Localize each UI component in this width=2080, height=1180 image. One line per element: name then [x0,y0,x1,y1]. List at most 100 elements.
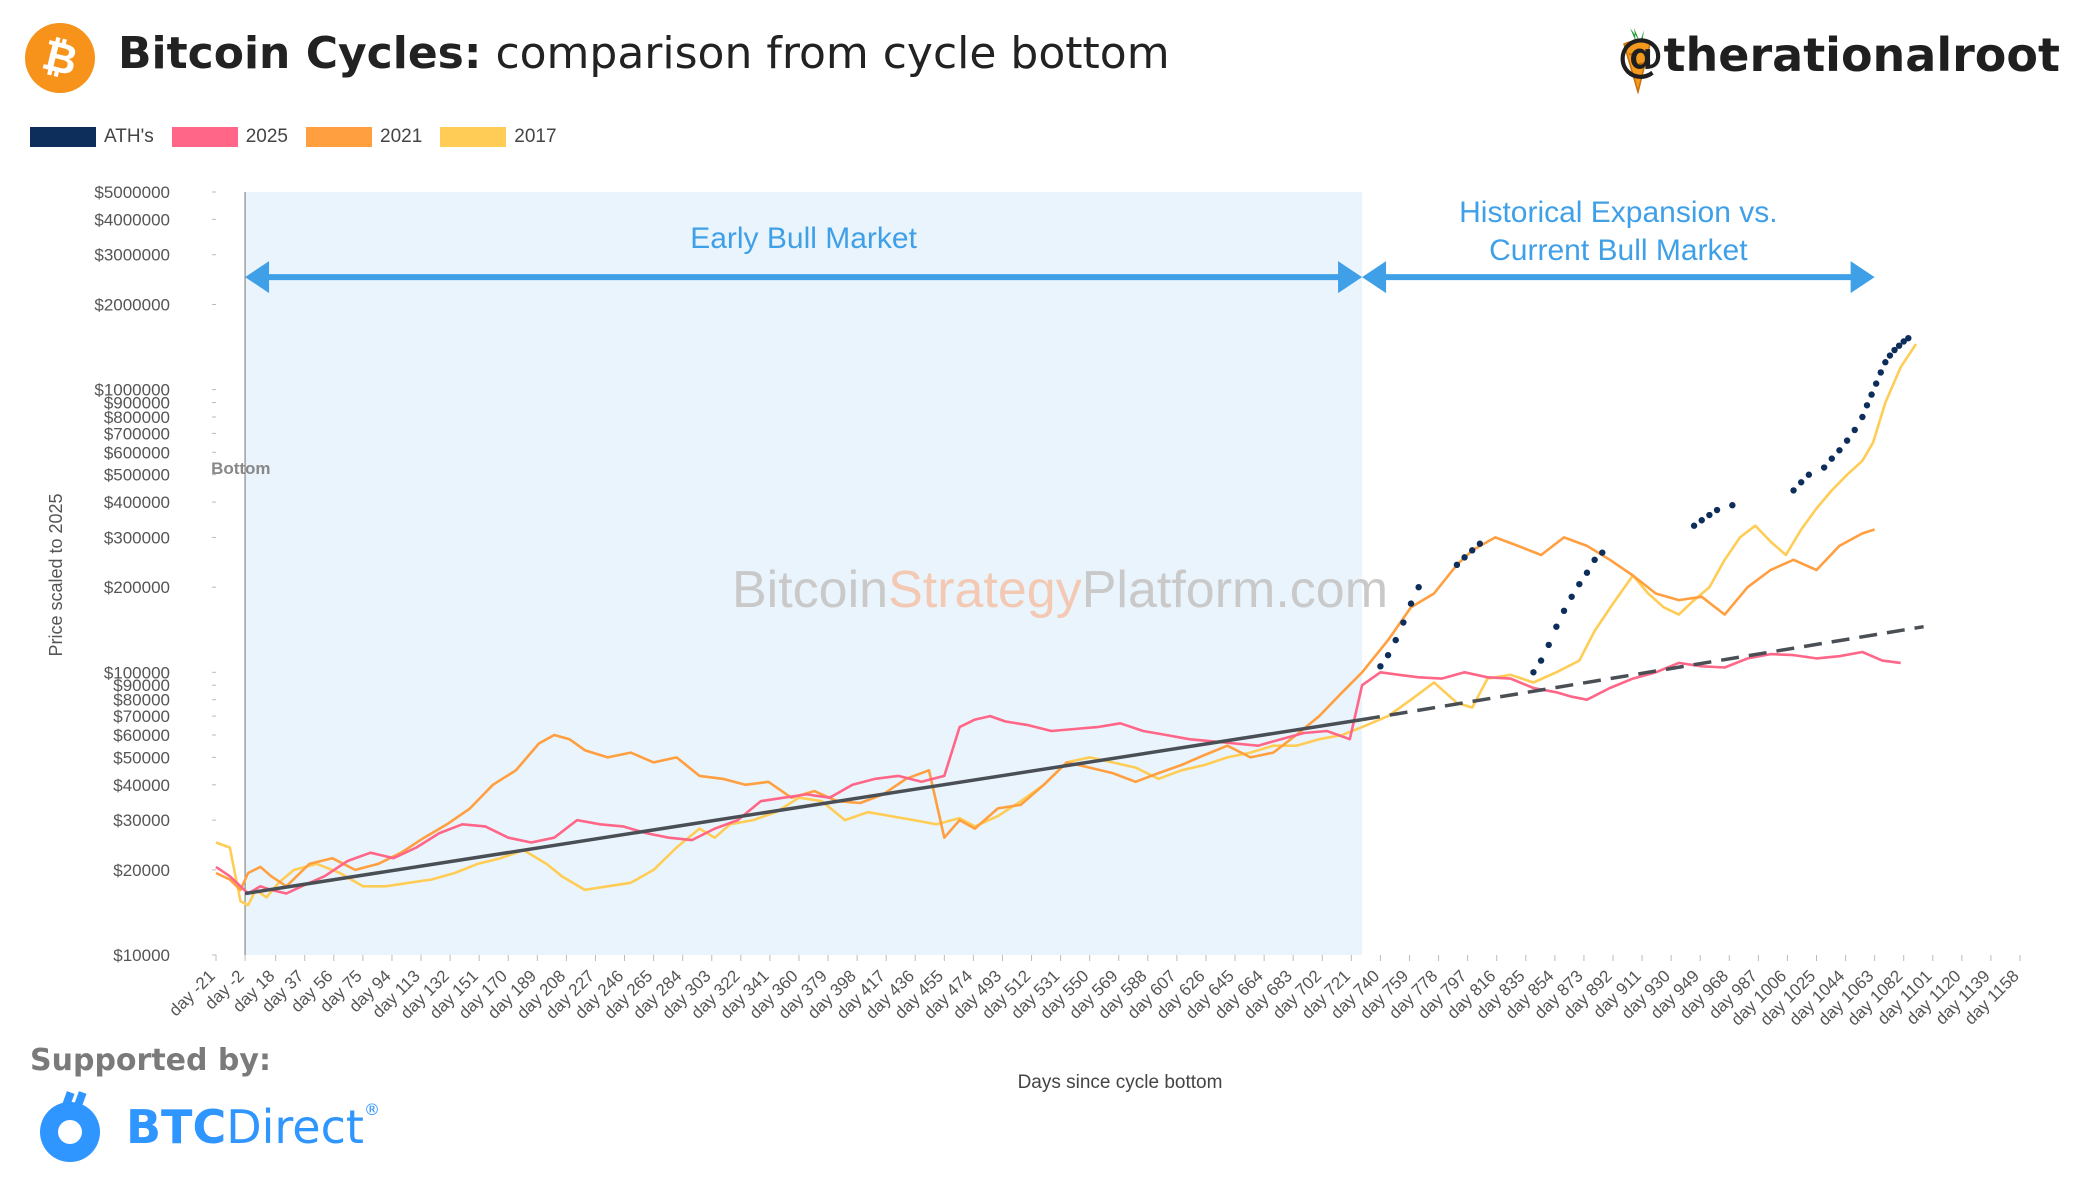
ath-point [1407,600,1415,607]
ath-point [1568,593,1575,600]
legend-label: 2017 [514,126,557,147]
early-bull-label: Early Bull Market [690,222,917,255]
y-tick-label: $900000 [104,394,170,413]
trendline-solid [244,717,1363,896]
legend-swatch [171,127,238,147]
series-line-2025 [215,650,1901,895]
btcdirect-logo-icon [40,1091,100,1162]
ath-point [1392,636,1399,644]
ath-point [1886,352,1894,359]
y-tick-label: $4000000 [94,210,170,229]
legend-item[interactable]: 2025 [171,126,288,148]
y-tick-label: $1000000 [94,381,170,400]
sponsor-name: BTCDirect® [126,1100,380,1154]
y-tick-label: $700000 [104,424,170,443]
y-tick-label: $50000 [113,748,170,767]
legend-swatch [306,127,372,147]
ath-point [1843,437,1851,444]
watermark-part1: Bitcoin [732,561,888,619]
watermark-part2: Strategy [888,561,1082,619]
ath-point [1583,569,1591,576]
ath-point [1698,517,1705,524]
watermark-part3: Platform.com [1082,561,1388,619]
ath-point [1690,522,1698,529]
y-tick-label: $300000 [104,528,170,547]
y-axis-label: Price scaled to 2025 [46,493,66,656]
ath-point [1797,479,1805,486]
x-axis-label: Days since cycle bottom [1018,1072,1223,1093]
range-arrow-head-right [1850,261,1875,294]
carrot-icon [1623,28,1651,94]
y-tick-label: $3000000 [94,246,170,265]
y-tick-label: $100000 [104,663,170,682]
bottom-label: Bottom [211,459,270,478]
ath-point [1591,556,1598,564]
ath-point [1877,369,1884,376]
y-tick-label: $5000000 [94,183,170,202]
range-arrow-head-right [1338,261,1363,294]
ath-point [1560,607,1568,615]
author-handle: @therationalroot [1617,28,2060,82]
page-title: Bitcoin Cycles: comparison from cycle bo… [118,28,1170,79]
ath-point [1453,561,1461,569]
ath-point [1863,402,1871,409]
y-tick-label: $80000 [113,691,170,710]
series-line-2021 [215,528,1875,892]
ath-point [1872,380,1880,387]
y-tick-label: $500000 [104,466,170,485]
sponsor-name-rest: Direct [226,1100,364,1154]
ath-point [1706,511,1713,519]
watermark: BitcoinStrategyPlatform.com [732,561,1388,619]
legend-item[interactable]: ATH's [30,126,154,148]
early-bull-region [245,192,1363,955]
legend-label: ATH's [104,126,154,147]
ath-point [1905,334,1912,342]
y-tick-label: $30000 [113,811,170,830]
legend-label: 2021 [380,126,423,147]
ath-point [1576,580,1583,588]
y-tick-label: $400000 [104,493,170,512]
legend-item[interactable]: 2017 [440,126,557,148]
sponsor-mark: ® [363,1100,380,1119]
trendline-dashed [1361,624,1924,722]
legend-label: 2025 [245,126,288,147]
ath-point [1891,346,1898,354]
sponsor-name-bold: BTC [126,1100,227,1154]
ath-point [1461,554,1468,561]
ath-point [1895,342,1903,349]
ath-point [1882,359,1889,366]
chart-legend: ATH's 2025 2021 2017 [30,126,575,148]
historical-expansion-label-line2: Current Bull Market [1489,234,1748,267]
ath-point [1820,464,1828,471]
ath-point [1805,471,1813,478]
page-title-rest: comparison from cycle bottom [481,28,1170,79]
legend-swatch [440,127,507,147]
ath-point [1469,547,1476,554]
ath-point [1553,623,1560,630]
ath-point [1599,549,1606,556]
y-tick-label: $2000000 [94,295,170,314]
ath-point [1828,455,1835,462]
page-title-bold: Bitcoin Cycles: [118,28,482,79]
y-tick-label: $60000 [113,726,170,745]
range-arrow-head-left [245,261,270,294]
ath-point [1790,487,1797,494]
ath-point [1868,391,1875,398]
ath-point [1476,540,1484,547]
legend-item[interactable]: 2021 [306,126,422,148]
y-tick-label: $20000 [113,861,170,880]
ath-point [1537,657,1545,664]
ath-point [1415,583,1422,591]
y-tick-label: $90000 [113,676,170,695]
supported-by-label: Supported by: [30,1043,271,1078]
ath-point [1384,651,1392,659]
ath-point [1377,663,1384,670]
y-tick-label: $70000 [113,707,170,726]
y-tick-label: $40000 [113,776,170,795]
y-tick-label: $10000 [113,946,170,965]
y-tick-label: $200000 [104,578,170,597]
ath-point [1545,641,1552,649]
ath-point [1836,447,1843,454]
